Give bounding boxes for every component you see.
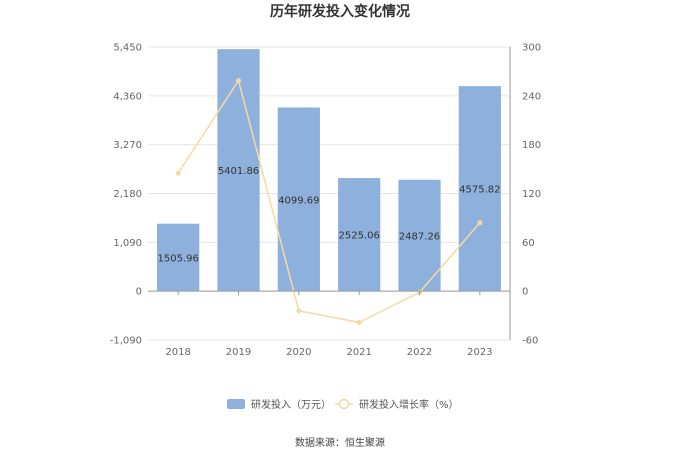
chart-title: 历年研发投入变化情况	[270, 3, 410, 20]
x-tick-label: 2023	[467, 347, 492, 358]
legend-swatch-bar	[227, 399, 245, 409]
y-tick-left: 1,090	[113, 238, 142, 249]
bar[interactable]	[217, 49, 260, 292]
data-source: 数据来源：恒生聚源	[295, 436, 385, 449]
y-tick-left: -1,090	[110, 336, 142, 347]
y-tick-left: 2,180	[113, 189, 142, 200]
y-tick-right: 0	[522, 287, 528, 298]
y-tick-right: 180	[522, 140, 541, 151]
x-tick-label: 2019	[226, 347, 251, 358]
x-tick-label: 2022	[407, 347, 432, 358]
growth-rate-point[interactable]	[175, 170, 181, 176]
x-tick-label: 2018	[165, 347, 190, 358]
legend-label-line: 研发投入增长率（%）	[359, 398, 459, 411]
bar[interactable]	[277, 107, 320, 292]
y-tick-right: 120	[522, 189, 541, 200]
x-tick-label: 2021	[346, 347, 371, 358]
bar-value-label: 1505.96	[157, 253, 198, 264]
bar[interactable]	[338, 178, 381, 292]
grid	[148, 46, 510, 341]
growth-rate-point[interactable]	[356, 319, 362, 325]
axes: 5,450 300 4,360 240 3,270 180 2,180 120 1,090 60 0…	[110, 43, 541, 359]
growth-rate-line	[177, 78, 481, 324]
x-tick-label: 2020	[286, 347, 311, 358]
bar[interactable]	[458, 86, 501, 292]
growth-rate-point[interactable]	[236, 78, 241, 84]
y-tick-left: 0	[136, 287, 142, 298]
y-tick-left: 5,450	[113, 43, 142, 54]
growth-rate-point[interactable]	[296, 308, 302, 314]
bars	[157, 49, 501, 292]
bar[interactable]	[157, 223, 200, 292]
bar-value-label: 2487.26	[399, 231, 440, 242]
growth-rate-point[interactable]	[477, 220, 483, 226]
bar-value-label: 4099.69	[278, 195, 319, 206]
y-tick-right: 60	[522, 238, 535, 249]
bar-value-label: 2525.06	[338, 231, 379, 242]
y-tick-right: 300	[522, 43, 541, 54]
legend-swatch-marker	[338, 398, 350, 410]
bar-value-label: 4575.82	[459, 185, 500, 196]
y-tick-right: -60	[522, 336, 538, 347]
y-tick-left: 4,360	[113, 91, 142, 102]
legend-label-bar: 研发投入（万元）	[251, 398, 331, 411]
bar[interactable]	[398, 179, 441, 292]
legend[interactable]: 研发投入（万元） 研发投入增长率（%）	[227, 398, 459, 411]
y-tick-right: 240	[522, 91, 541, 102]
bar-value-label: 5401.86	[218, 166, 259, 177]
bar-labels: 1505.96 5401.86 4099.69 2525.06 2487.26 4575.…	[157, 166, 500, 264]
y-tick-left: 3,270	[113, 140, 142, 151]
